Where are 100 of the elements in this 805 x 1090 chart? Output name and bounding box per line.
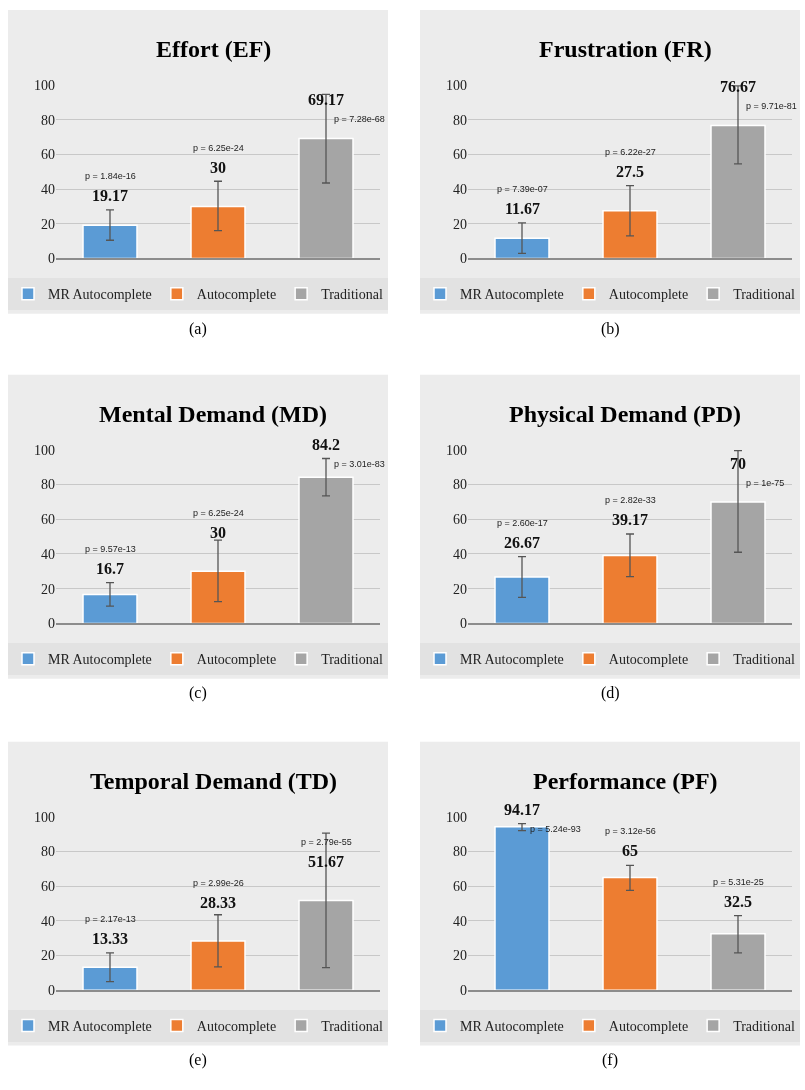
y-tick-label: 80 xyxy=(41,477,55,493)
data-label: 39.17 xyxy=(612,511,648,528)
data-label: 30 xyxy=(210,159,226,176)
data-label: 84.2 xyxy=(312,436,340,453)
y-tick-label: 20 xyxy=(453,581,467,597)
y-tick-label: 20 xyxy=(41,948,55,964)
data-label: 27.5 xyxy=(616,163,644,180)
annotation: p = 2.60e-17 xyxy=(497,518,548,528)
chart-title: Performance (PF) xyxy=(533,768,718,794)
y-tick-label: 80 xyxy=(41,112,55,128)
annotation: p = 9.71e-81 xyxy=(746,101,797,111)
y-tick-label: 40 xyxy=(453,181,467,197)
y-tick-label: 40 xyxy=(453,913,467,929)
annotation: p = 2.17e-13 xyxy=(85,914,136,924)
y-tick-label: 80 xyxy=(453,844,467,860)
y-tick-label: 40 xyxy=(41,546,55,562)
annotation: p = 6.25e-24 xyxy=(193,143,244,153)
y-tick-label: 20 xyxy=(453,948,467,964)
y-tick-label: 100 xyxy=(34,77,55,93)
y-tick-label: 20 xyxy=(41,216,55,232)
y-tick-label: 80 xyxy=(453,112,467,128)
y-tick-label: 60 xyxy=(453,147,467,163)
y-tick-label: 0 xyxy=(48,616,55,632)
y-tick-label: 100 xyxy=(34,442,55,458)
annotation: p = 6.25e-24 xyxy=(193,508,244,518)
text: MR Autocomplete xyxy=(460,287,564,303)
text: (a) xyxy=(189,320,207,338)
y-tick-label: 60 xyxy=(41,879,55,895)
data-label: 69.17 xyxy=(308,91,344,108)
y-tick-label: 80 xyxy=(41,844,55,860)
y-tick-label: 60 xyxy=(41,512,55,528)
y-tick-label: 60 xyxy=(453,879,467,895)
annotation: p = 9.57e-13 xyxy=(85,544,136,554)
y-tick-label: 0 xyxy=(460,616,467,632)
data-label: 13.33 xyxy=(92,930,128,947)
y-tick-label: 0 xyxy=(48,983,55,999)
y-tick-label: 0 xyxy=(460,251,467,267)
data-label: 70 xyxy=(730,455,746,472)
y-tick-label: 40 xyxy=(41,913,55,929)
legend-label: MR Autocomplete xyxy=(48,652,152,668)
y-tick-label: 100 xyxy=(446,442,467,458)
y-tick-label: 20 xyxy=(41,581,55,597)
y-tick-label: 100 xyxy=(446,809,467,825)
annotation: p = 1.84e-16 xyxy=(85,171,136,181)
y-tick-label: 60 xyxy=(41,147,55,163)
annotation: p = 3.01e-83 xyxy=(334,459,385,469)
text: MR Autocomplete xyxy=(460,652,564,668)
text: (d) xyxy=(601,684,620,702)
chart-title: Mental Demand (MD) xyxy=(99,401,327,427)
text: MR Autocomplete xyxy=(460,1019,564,1035)
legend-label: Autocomplete xyxy=(608,652,689,668)
chart-title: Frustration (FR) xyxy=(539,36,712,62)
legend-label: Traditional xyxy=(733,287,795,303)
annotation: p = 2.79e-55 xyxy=(301,837,352,847)
y-tick-label: 80 xyxy=(453,477,467,493)
annotation: p = 2.82e-33 xyxy=(605,495,656,505)
data-label: 16.7 xyxy=(96,560,124,577)
y-tick-label: 20 xyxy=(453,216,467,232)
text: (e) xyxy=(189,1051,207,1069)
data-label: 94.17 xyxy=(504,801,540,818)
legend-label: Traditional xyxy=(733,1019,795,1035)
legend-label: MR Autocomplete xyxy=(48,1019,152,1035)
legend-label: Traditional xyxy=(321,287,383,303)
annotation: p = 3.12e-56 xyxy=(605,826,656,836)
legend-label: Traditional xyxy=(733,652,795,668)
data-label: 76.67 xyxy=(720,78,756,95)
chart-title: Physical Demand (PD) xyxy=(509,401,741,427)
y-tick-label: 0 xyxy=(48,251,55,267)
annotation: p = 7.39e-07 xyxy=(497,184,548,194)
legend-label: Autocomplete xyxy=(608,1019,689,1035)
data-label: 51.67 xyxy=(308,853,344,870)
annotation: p = 2.99e-26 xyxy=(193,878,244,888)
annotation: p = 6.22e-27 xyxy=(605,147,656,157)
y-tick-label: 100 xyxy=(34,809,55,825)
annotation: p = 7.28e-68 xyxy=(334,114,385,124)
text: (b) xyxy=(601,320,620,338)
data-label: 26.67 xyxy=(504,534,540,551)
text: (f) xyxy=(602,1051,618,1069)
chart-title: Temporal Demand (TD) xyxy=(90,768,338,794)
legend-label: Autocomplete xyxy=(196,1019,277,1035)
y-tick-label: 100 xyxy=(446,77,467,93)
chart-title: Effort (EF) xyxy=(156,36,272,62)
data-label: 30 xyxy=(210,524,226,541)
data-label: 11.67 xyxy=(505,200,541,217)
text: (c) xyxy=(189,684,207,702)
data-label: 19.17 xyxy=(92,187,128,204)
y-tick-label: 60 xyxy=(453,512,467,528)
y-tick-label: 40 xyxy=(453,546,467,562)
data-label: 32.5 xyxy=(724,893,752,910)
y-tick-label: 40 xyxy=(41,181,55,197)
legend-label: Autocomplete xyxy=(196,287,277,303)
legend-label: Traditional xyxy=(321,1019,383,1035)
annotation: p = 5.31e-25 xyxy=(713,877,764,887)
legend-label: Traditional xyxy=(321,652,383,668)
legend-label: Autocomplete xyxy=(608,287,689,303)
data-label: 65 xyxy=(622,842,638,859)
annotation: p = 1e-75 xyxy=(746,478,785,488)
y-tick-label: 0 xyxy=(460,983,467,999)
data-label: 28.33 xyxy=(200,894,236,911)
annotation: p = 5.24e-93 xyxy=(530,824,581,834)
